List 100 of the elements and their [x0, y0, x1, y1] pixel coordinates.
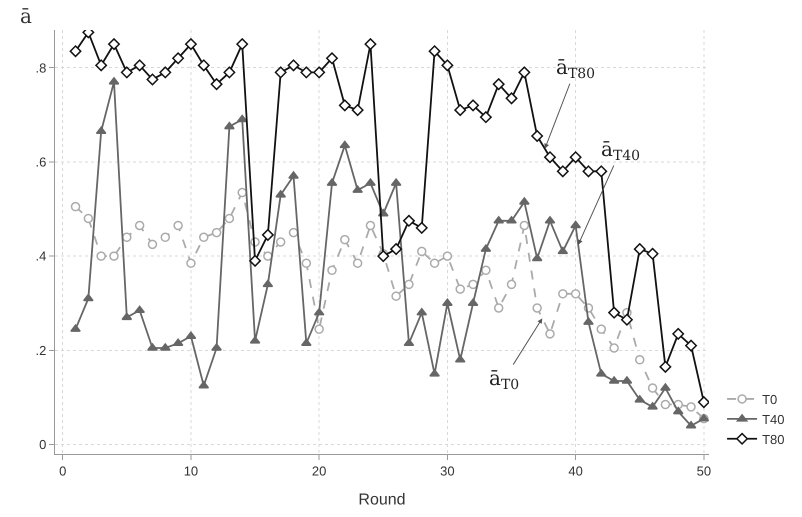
point [506, 92, 518, 104]
point [262, 280, 274, 288]
annotation: ā$_{T40}$ [601, 137, 640, 164]
point [467, 99, 479, 112]
point [365, 178, 376, 186]
point [224, 214, 234, 224]
point [417, 246, 426, 256]
point [338, 99, 351, 112]
point [300, 66, 312, 78]
x-tick-label: 40 [568, 464, 583, 479]
point [109, 251, 119, 261]
point [313, 66, 326, 78]
point [288, 228, 298, 238]
point [404, 338, 414, 346]
point [582, 165, 594, 178]
point [212, 228, 222, 238]
point [608, 376, 620, 384]
point [159, 66, 172, 78]
point [492, 78, 505, 90]
point [544, 216, 556, 224]
point [70, 202, 80, 212]
y-tick-label: 0 [39, 437, 46, 452]
point [160, 232, 170, 242]
point [262, 228, 274, 241]
point [288, 59, 300, 72]
point [276, 237, 286, 247]
point [288, 171, 299, 179]
y-tick-label: .4 [36, 248, 46, 264]
point [404, 280, 414, 290]
annotation: ā$_{T0}$ [489, 366, 520, 394]
point [429, 369, 440, 377]
legend-label: T0 [762, 392, 778, 408]
y-tick-label: .6 [36, 154, 46, 170]
point [596, 324, 606, 334]
x-axis-title: Round [358, 491, 406, 508]
x-tick-label: 20 [312, 464, 326, 479]
point [672, 328, 684, 340]
x-tick-label: 50 [696, 464, 712, 479]
point [556, 165, 569, 178]
point [454, 104, 466, 116]
point [250, 336, 260, 344]
point [608, 306, 620, 319]
point [366, 220, 376, 230]
point [622, 376, 632, 384]
point [428, 45, 441, 58]
point [558, 289, 568, 299]
point [545, 329, 555, 339]
point [96, 251, 106, 261]
point [134, 59, 146, 72]
point [211, 343, 222, 351]
point [468, 298, 478, 306]
point [506, 280, 516, 290]
point [686, 420, 696, 428]
point [147, 343, 158, 351]
point [634, 243, 646, 256]
point [659, 360, 672, 373]
point [314, 324, 324, 334]
point [108, 38, 120, 50]
point [391, 291, 401, 301]
point [520, 220, 530, 230]
point [402, 214, 415, 227]
point [302, 258, 312, 268]
point [326, 52, 338, 64]
point [210, 78, 223, 90]
point [70, 45, 82, 58]
point [223, 66, 236, 78]
point [249, 254, 261, 267]
point [481, 266, 491, 276]
point [635, 355, 644, 365]
point [95, 59, 108, 72]
point [108, 77, 120, 85]
point [237, 188, 247, 198]
legend-label: T40 [762, 412, 784, 427]
point [134, 220, 144, 230]
point [468, 280, 478, 290]
point [455, 284, 465, 294]
y-tick-label: .8 [36, 60, 46, 76]
legend-label: T80 [762, 432, 784, 447]
x-tick-label: 30 [440, 464, 455, 479]
point [698, 396, 709, 408]
point [620, 314, 633, 326]
point [660, 383, 671, 391]
point [647, 402, 658, 410]
point [84, 214, 94, 224]
point [648, 383, 658, 393]
point [274, 66, 287, 78]
point [340, 234, 350, 244]
point [686, 402, 696, 412]
point [583, 317, 594, 325]
point [531, 130, 544, 142]
point [660, 400, 670, 410]
point [390, 243, 402, 256]
y-tick-label: .2 [36, 342, 46, 358]
point [390, 178, 402, 186]
point [186, 331, 196, 339]
point [480, 244, 492, 252]
point [120, 66, 133, 78]
point [441, 59, 454, 72]
point [544, 151, 556, 164]
point [685, 340, 697, 352]
